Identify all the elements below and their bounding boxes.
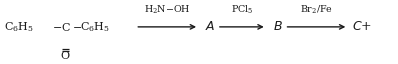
Text: $\mathit{A}$: $\mathit{A}$ [205,20,215,33]
Text: $\mathregular{Br_2/Fe}$: $\mathregular{Br_2/Fe}$ [300,3,333,16]
Text: $\mathregular{O}$: $\mathregular{O}$ [60,49,71,61]
Text: $\mathregular{C_6H_5}$: $\mathregular{C_6H_5}$ [4,20,34,34]
Text: $\mathregular{-C-}$: $\mathregular{-C-}$ [52,21,82,33]
Text: $\mathregular{PCl_5}$: $\mathregular{PCl_5}$ [230,3,253,16]
Text: $\mathit{C}$+: $\mathit{C}$+ [352,20,372,33]
Text: $\mathregular{C_6H_5}$: $\mathregular{C_6H_5}$ [80,20,109,34]
Text: $\mathit{B}$: $\mathit{B}$ [273,20,283,33]
Text: $\mathregular{H_2N}$$\mathregular{-OH}$: $\mathregular{H_2N}$$\mathregular{-OH}$ [144,3,191,16]
